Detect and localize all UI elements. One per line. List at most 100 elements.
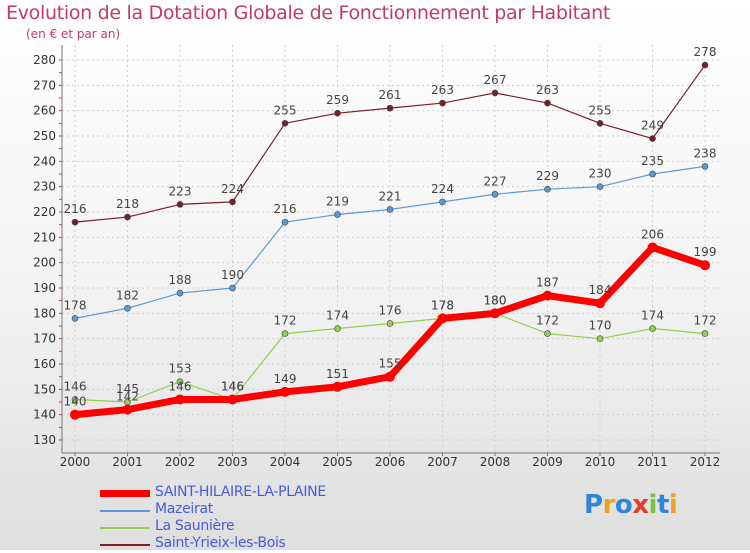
y-tick-label: 220 — [33, 205, 56, 219]
data-label: 218 — [116, 197, 139, 211]
data-point — [649, 135, 656, 142]
data-point — [437, 313, 448, 324]
data-point — [385, 371, 395, 382]
data-point — [281, 120, 289, 127]
data-label: 155 — [379, 357, 402, 371]
data-label: 172 — [536, 314, 559, 328]
data-label: 172 — [274, 314, 297, 328]
data-label: 229 — [536, 169, 559, 183]
x-tick-label: 2007 — [427, 455, 458, 469]
data-label: 153 — [169, 362, 192, 376]
data-label: 255 — [274, 103, 297, 117]
y-tick-label: 230 — [33, 180, 56, 194]
data-point — [491, 89, 499, 97]
y-tick-label: 260 — [33, 104, 56, 118]
y-tick-label: 140 — [33, 408, 56, 422]
data-point — [596, 183, 604, 190]
data-point — [386, 206, 394, 213]
data-label: 259 — [326, 93, 349, 107]
data-label: 146 — [221, 379, 244, 393]
data-point — [71, 315, 79, 322]
data-label: 219 — [326, 195, 349, 209]
data-label: 178 — [64, 298, 87, 312]
data-point — [229, 198, 236, 206]
data-point — [332, 381, 343, 392]
data-point — [386, 104, 394, 112]
x-tick-label: 2009 — [532, 455, 563, 469]
data-label: 146 — [169, 379, 192, 393]
legend-label: La Saunière — [155, 518, 235, 534]
data-point — [124, 304, 131, 312]
data-point — [176, 289, 184, 297]
x-tick-label: 2005 — [322, 455, 353, 469]
data-label: 174 — [326, 309, 349, 323]
y-tick-label: 190 — [33, 281, 56, 295]
data-point — [124, 213, 131, 221]
data-point — [596, 335, 604, 342]
data-point — [490, 308, 500, 319]
data-point — [227, 394, 238, 405]
data-label: 178 — [431, 298, 454, 312]
data-label: 238 — [694, 146, 717, 160]
data-label: 235 — [641, 154, 664, 168]
chart-subtitle: (en € et par an) — [26, 27, 121, 41]
y-tick-label: 170 — [33, 332, 56, 346]
legend-swatch — [100, 510, 150, 512]
y-tick-label: 150 — [33, 382, 56, 396]
data-label: 221 — [379, 189, 402, 203]
data-label: 224 — [221, 182, 244, 196]
data-label: 178 — [431, 298, 454, 312]
data-point — [491, 190, 499, 198]
y-tick-label: 210 — [33, 230, 56, 244]
data-label: 151 — [326, 367, 349, 381]
data-label: 184 — [589, 283, 612, 297]
line-chart: 130 140 150 160 170 180 190 200 210 220 230 240 250 2… — [33, 45, 720, 469]
data-label: 216 — [64, 202, 87, 216]
data-label: 263 — [431, 83, 454, 97]
data-label: 223 — [169, 184, 192, 198]
data-point — [281, 330, 289, 337]
logo-letter: r — [602, 490, 616, 520]
legend-swatch — [100, 544, 150, 546]
logo-letter: t — [656, 490, 669, 520]
legend-swatch — [100, 490, 150, 497]
data-label: 224 — [431, 182, 454, 196]
data-point — [595, 298, 605, 309]
data-point — [175, 394, 185, 405]
data-point — [544, 330, 551, 337]
y-tick-label: 180 — [33, 306, 56, 320]
y-tick-label: 270 — [33, 78, 56, 92]
y-tick-label: 280 — [33, 53, 56, 67]
chart-title: Evolution de la Dotation Globale de Fonc… — [6, 2, 611, 24]
logo-letter: i — [668, 490, 678, 520]
data-label: 146 — [221, 379, 244, 393]
data-label: 278 — [694, 45, 717, 59]
data-point — [700, 260, 710, 271]
legend-label: Mazeirat — [155, 501, 213, 517]
data-label: 249 — [641, 119, 664, 133]
data-point — [544, 99, 551, 107]
x-tick-label: 2010 — [585, 455, 616, 469]
data-label: 261 — [379, 88, 402, 102]
legend-label: Saint-Yrieix-les-Bois — [155, 535, 286, 551]
data-label: 180 — [484, 293, 507, 307]
data-point — [544, 185, 551, 193]
y-tick-label: 240 — [33, 154, 56, 168]
data-point — [334, 211, 341, 218]
data-label: 263 — [536, 83, 559, 97]
data-label: 187 — [536, 276, 559, 290]
data-point — [176, 201, 184, 208]
data-label: 172 — [694, 314, 717, 328]
data-label: 206 — [641, 227, 664, 241]
y-tick-label: 200 — [33, 256, 56, 270]
data-point — [386, 320, 394, 327]
data-label: 174 — [641, 309, 664, 323]
data-point — [71, 396, 79, 403]
data-label: 182 — [116, 288, 139, 302]
x-tick-label: 2011 — [637, 455, 668, 469]
data-label: 188 — [169, 273, 192, 287]
y-tick-label: 160 — [33, 357, 56, 371]
x-tick-label: 2006 — [375, 455, 406, 469]
data-label: 142 — [116, 390, 139, 404]
